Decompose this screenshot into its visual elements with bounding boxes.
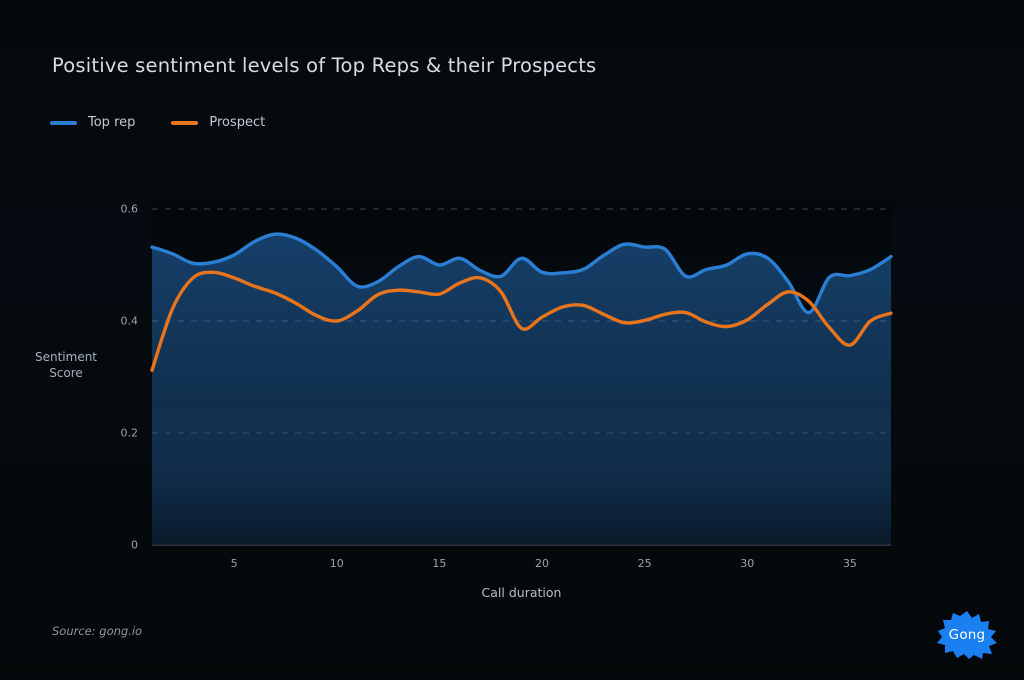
x-axis-tick-25: 25	[637, 557, 652, 570]
legend-item-top-rep[interactable]: Top rep	[50, 115, 135, 130]
logo-text: Gong	[948, 627, 986, 643]
y-axis-title-line2: Score	[49, 366, 83, 380]
x-axis-tick-35: 35	[842, 557, 857, 570]
series-line-top-rep	[150, 232, 893, 315]
y-axis-title-line1: Sentiment	[34, 350, 98, 364]
legend-item-prospect[interactable]: Prospect	[171, 115, 265, 130]
legend-swatch-prospect	[171, 120, 199, 125]
x-axis-tick-15: 15	[432, 557, 447, 570]
series-line-prospect	[150, 270, 893, 372]
starburst-icon	[937, 611, 997, 659]
x-axis-tick-20: 20	[535, 557, 550, 570]
legend-swatch-top-rep	[50, 120, 77, 125]
chart-legend: Top rep Prospect	[50, 115, 265, 130]
y-axis-tick-0.2: 0.2	[120, 426, 139, 440]
x-axis-tick-10: 10	[329, 557, 344, 570]
x-axis-title: Call duration	[481, 585, 562, 600]
y-axis-tick-0.6: 0.6	[120, 202, 139, 216]
source-note: Source: gong.io	[52, 624, 143, 638]
y-axis-tick-0.4: 0.4	[120, 314, 139, 328]
page-title: Positive sentiment levels of Top Reps & …	[52, 54, 597, 77]
x-axis-tick-30: 30	[740, 557, 755, 570]
y-axis-title: Sentiment Score	[28, 349, 104, 381]
gong-logo[interactable]: Gong	[936, 610, 998, 660]
y-axis-tick-0: 0	[131, 538, 138, 552]
legend-label-top-rep: Top rep	[88, 115, 136, 130]
x-axis-tick-5: 5	[230, 557, 238, 570]
legend-label-prospect: Prospect	[209, 115, 266, 130]
